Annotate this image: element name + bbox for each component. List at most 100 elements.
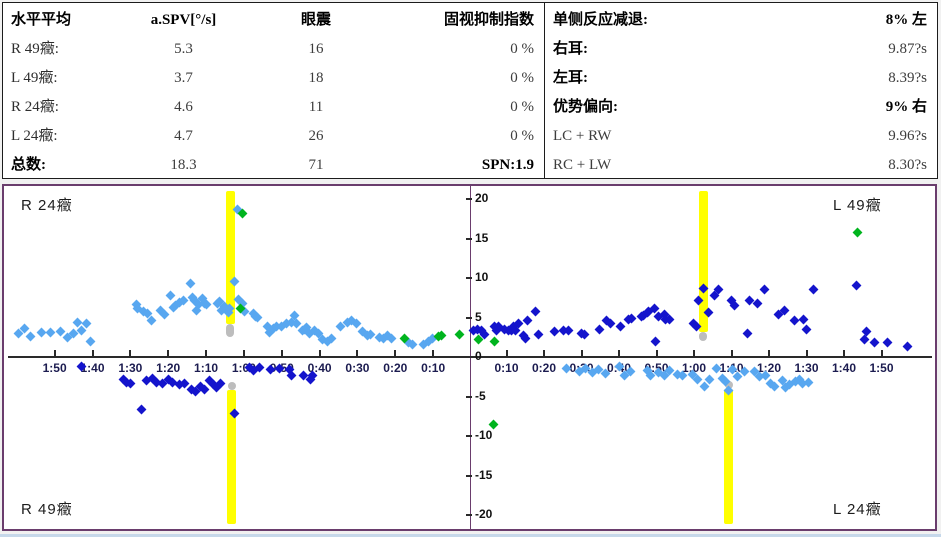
data-point-dark_blue: [650, 336, 661, 347]
label-l49: L 49癥: [833, 197, 882, 214]
x-tick-mark: [655, 350, 658, 356]
lc-rw-value: 9.96?s: [888, 128, 927, 144]
stimulus-bar-cap: [699, 331, 708, 342]
unilateral-weakness-value: 8% 左: [885, 12, 927, 28]
spv-value: 4.7: [174, 128, 193, 144]
fixation-value: 0 %: [510, 70, 534, 86]
label-l24: L 24癥: [833, 501, 882, 518]
x-tick-mark: [205, 350, 208, 356]
x-tick-mark: [432, 350, 435, 356]
label-r49: R 49癥: [21, 501, 73, 518]
y-tick-label: 10: [475, 270, 489, 284]
data-point-dark_blue: [859, 334, 870, 345]
directional-preponderance-row: 优势偏向: 9% 右: [553, 96, 927, 118]
lc-rw-row: LC + RW 9.96?s: [553, 125, 927, 147]
rc-lw-label: RC + LW: [553, 157, 612, 173]
x-tick-mark: [167, 350, 170, 356]
data-point-dark_blue: [902, 341, 912, 352]
data-point-light_blue: [85, 336, 96, 347]
y-tick-label: -15: [475, 467, 493, 482]
y-tick-mark: [466, 237, 472, 240]
stimulus-bar-cap: [226, 323, 235, 338]
stimulus-bar-cap: [227, 382, 236, 391]
left-ear-value: 8.39?s: [888, 70, 927, 86]
row-label: R 24癥:: [11, 99, 59, 115]
right-ear-value: 9.87?s: [888, 41, 927, 57]
stimulus-bar: [724, 389, 733, 525]
row-label: L 24癥:: [11, 128, 58, 144]
x-tick-mark: [129, 350, 132, 356]
data-point-dark_blue: [136, 404, 147, 415]
left-ear-label: 左耳:: [553, 70, 588, 86]
data-point-dark_blue: [851, 280, 861, 291]
data-point-dark_blue: [742, 328, 753, 339]
scatter-plot-canvas[interactable]: R 24癥 R 49癥 L 49癥 L 24癥 20 15 10 5 0 -5 -10 -15…: [4, 186, 935, 529]
header-nystagmus: 眼震: [300, 12, 331, 28]
total-nystagmus: 71: [308, 157, 324, 173]
fixation-value: 0 %: [510, 99, 534, 115]
x-tick-mark: [580, 350, 583, 356]
fixation-value: 0 %: [510, 41, 534, 57]
data-point-dark_blue: [615, 322, 626, 332]
spv-value: 5.3: [174, 41, 193, 57]
y-tick-label: -20: [475, 507, 493, 521]
x-tick-mark: [805, 350, 808, 356]
directional-preponderance-label: 优势偏向:: [553, 99, 618, 115]
x-tick-label: 1:50: [42, 361, 67, 375]
table-row: R 24癥: 4.6 11 0 %: [11, 96, 534, 118]
data-point-dark_blue: [522, 315, 533, 326]
header-spv: a.SPV[°/s]: [150, 12, 217, 28]
caloric-butterfly-chart[interactable]: R 24癥 R 49癥 L 49癥 L 24癥 20 15 10 5 0 -5 -10 -15…: [2, 184, 937, 531]
y-tick-label: -5: [475, 388, 486, 403]
y-tick-mark: [466, 316, 472, 319]
label-r24: R 24癥: [21, 197, 73, 214]
data-point-light_blue: [185, 278, 196, 289]
data-point-dark_blue: [789, 315, 800, 326]
stimulus-bar-cap: [724, 381, 733, 390]
x-tick-mark: [768, 350, 770, 356]
rc-lw-value: 8.30?s: [888, 157, 927, 173]
spv-value: 3.7: [174, 70, 193, 86]
spv-value: 4.6: [174, 99, 193, 115]
x-tick-mark: [730, 350, 733, 356]
horizontal-average-table: 水平平均 a.SPV[°/s] 眼震 固视抑制指数 R 49癥: 5.3 16 …: [2, 2, 545, 179]
table-row: L 49癥: 3.7 18 0 %: [11, 67, 534, 89]
x-tick-label: 0:20: [531, 361, 557, 375]
stimulus-bar: [698, 191, 708, 332]
data-point-green: [852, 228, 863, 238]
data-point-dark_blue: [759, 284, 770, 294]
x-tick-label: 0:20: [383, 361, 408, 375]
x-tick-mark: [843, 350, 845, 356]
right-ear-label: 右耳:: [553, 41, 588, 57]
x-tick-label: 1:30: [118, 361, 143, 375]
data-point-dark_blue: [594, 324, 605, 335]
table-header-row: 水平平均 a.SPV[°/s] 眼震 固视抑制指数: [11, 9, 534, 31]
y-tick-mark: [466, 198, 472, 200]
x-tick-mark: [693, 350, 695, 356]
total-label: 总数:: [11, 157, 46, 173]
y-tick-mark: [466, 395, 472, 398]
x-tick-mark: [356, 350, 359, 356]
data-point-light_blue: [165, 290, 176, 301]
x-tick-label: 1:00: [681, 361, 707, 375]
x-tick-label: 1:20: [156, 361, 181, 375]
data-point-light_blue: [45, 327, 56, 338]
nystagmus-count: 26: [308, 128, 324, 144]
stimulus-bar: [225, 191, 235, 324]
unilateral-weakness-row: 单侧反应减退: 8% 左: [553, 9, 927, 31]
table-row: R 49癥: 5.3 16 0 %: [11, 38, 534, 60]
data-point-dark_blue: [729, 300, 740, 311]
data-point-light_blue: [407, 339, 418, 350]
data-point-dark_blue: [605, 318, 616, 329]
asymmetry-summary-table: 单侧反应减退: 8% 左 右耳: 9.87?s 左耳: 8.39?s 优势偏向:…: [544, 2, 938, 179]
unilateral-weakness-label: 单侧反应减退:: [553, 12, 648, 28]
x-tick-label: 1:30: [794, 361, 819, 375]
y-tick-label: -10: [475, 428, 493, 442]
y-tick-label: 20: [475, 191, 489, 205]
x-tick-mark: [880, 350, 883, 356]
x-tick-label: 1:40: [80, 361, 105, 375]
x-tick-mark: [280, 350, 283, 356]
directional-preponderance-value: 9% 右: [885, 99, 927, 115]
data-point-dark_blue: [808, 284, 819, 295]
y-tick-mark: [466, 356, 472, 358]
